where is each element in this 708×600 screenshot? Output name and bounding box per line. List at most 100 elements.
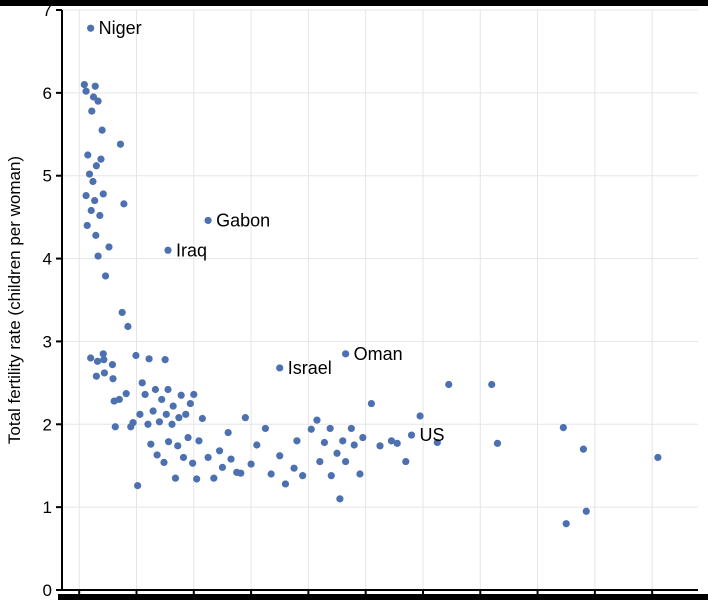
data-point-labeled [205,217,212,224]
data-point [82,88,89,95]
data-point [184,434,191,441]
data-point [119,309,126,316]
data-point [328,472,335,479]
data-point [376,442,383,449]
data-point [321,439,328,446]
chart-svg: 01234567Total fertility rate (children p… [0,0,708,600]
data-point [101,369,108,376]
data-point [84,151,91,158]
data-point-labeled [164,247,171,254]
data-point [168,421,175,428]
bottom-crop-bar [58,594,708,600]
data-point [210,475,217,482]
data-point [123,390,130,397]
data-point-labeled [408,431,415,438]
data-point [134,482,141,489]
data-point [102,272,109,279]
data-point [178,392,185,399]
data-point [84,222,91,229]
data-point [242,414,249,421]
data-point [313,417,320,424]
data-point [97,156,104,163]
data-point [402,458,409,465]
data-point [93,162,100,169]
data-point [189,460,196,467]
data-point [165,438,172,445]
data-point [132,352,139,359]
data-point [81,81,88,88]
y-tick-label: 0 [43,581,52,600]
data-point [560,424,567,431]
data-point [94,252,101,259]
data-point [175,414,182,421]
y-tick-label: 1 [43,498,52,517]
y-tick-label: 5 [43,167,52,186]
data-point [342,458,349,465]
data-point [129,419,136,426]
data-point [308,426,315,433]
data-point [112,423,119,430]
y-tick-label: 4 [43,250,52,269]
data-point [216,447,223,454]
data-point [156,418,163,425]
data-point [117,141,124,148]
data-point [417,412,424,419]
data-point [158,396,165,403]
point-label: Israel [288,358,332,378]
data-point [190,391,197,398]
data-point-labeled [276,364,283,371]
data-point [253,441,260,448]
data-point [160,459,167,466]
data-point [488,381,495,388]
data-point [580,446,587,453]
data-point [237,470,244,477]
data-point [100,190,107,197]
data-point [339,437,346,444]
data-point [164,386,171,393]
data-point [92,83,99,90]
data-point [494,440,501,447]
data-point [88,207,95,214]
data-point [359,434,366,441]
data-point [154,451,161,458]
point-label: US [420,425,445,445]
data-point [116,396,123,403]
point-label: Oman [354,344,403,364]
data-point [199,415,206,422]
data-point [124,323,131,330]
data-point [227,455,234,462]
data-point [136,411,143,418]
data-point [187,400,194,407]
data-point [282,480,289,487]
data-point [150,407,157,414]
data-point [109,375,116,382]
data-point [105,243,112,250]
data-point [88,107,95,114]
data-point [193,475,200,482]
data-point [89,178,96,185]
data-point [268,470,275,477]
data-point [162,356,169,363]
data-point [145,355,152,362]
data-point [172,475,179,482]
data-point [654,454,661,461]
data-point [180,454,187,461]
data-point [351,441,358,448]
data-point [99,127,106,134]
data-point [182,411,189,418]
data-point [94,98,101,105]
fertility-gdp-scatter: 01234567Total fertility rate (children p… [0,0,708,600]
y-axis-label: Total fertility rate (children per woman… [5,156,24,444]
point-label: Gabon [216,210,270,230]
data-point [583,508,590,515]
data-point [348,425,355,432]
data-point [445,381,452,388]
y-tick-label: 3 [43,332,52,351]
data-point [205,454,212,461]
data-point [141,391,148,398]
data-point [96,212,103,219]
data-point [120,200,127,207]
data-point [316,458,323,465]
data-point [87,354,94,361]
data-point [336,495,343,502]
